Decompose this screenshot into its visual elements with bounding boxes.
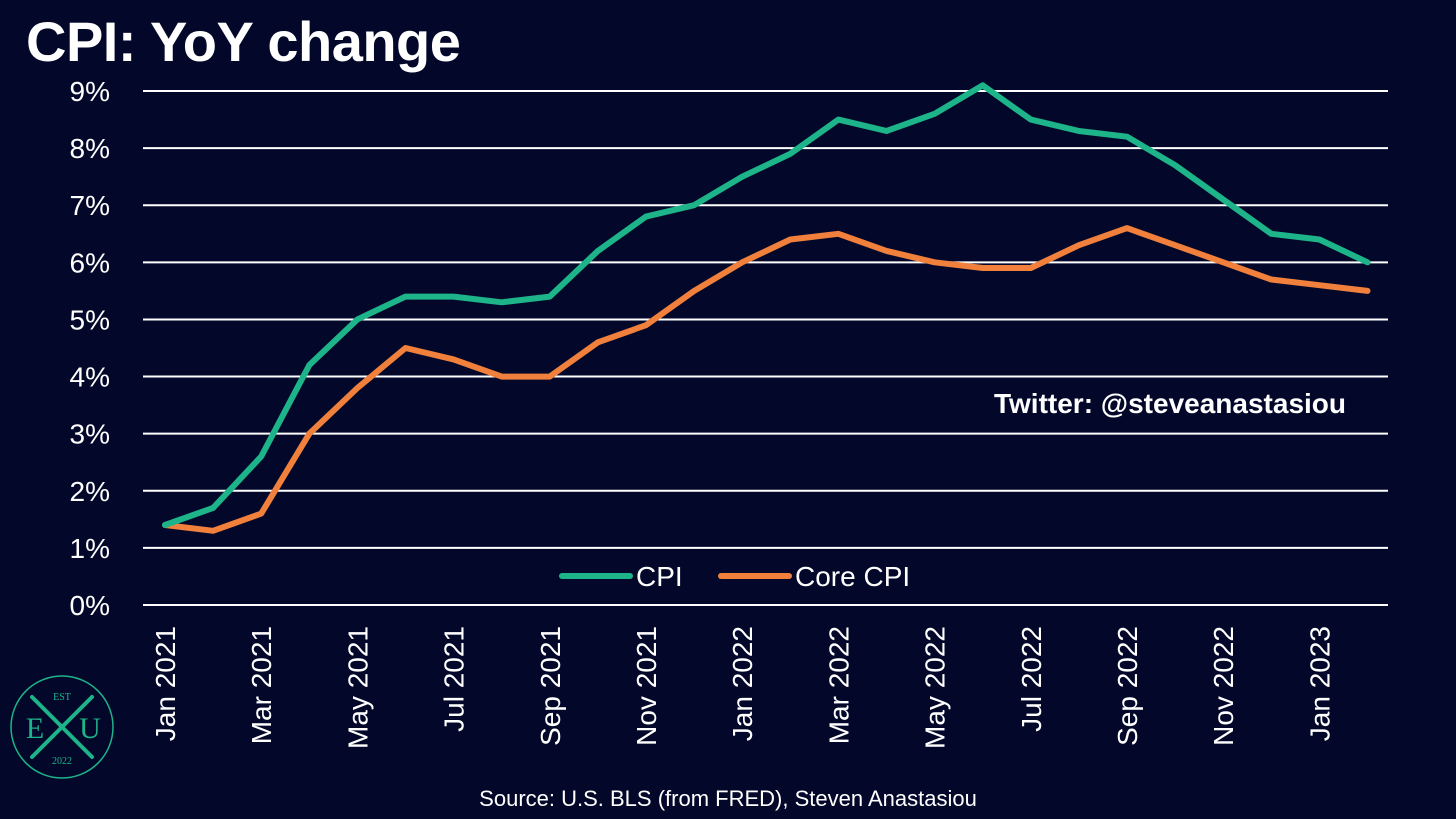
- y-tick-label: 5%: [70, 304, 110, 335]
- y-tick-label: 6%: [70, 247, 110, 278]
- chart-title: CPI: YoY change: [26, 10, 461, 73]
- logo-right-letter: U: [79, 712, 101, 745]
- x-tick-label: Jan 2022: [727, 626, 758, 741]
- x-tick-label: May 2021: [342, 626, 373, 749]
- x-tick-label: Mar 2021: [246, 626, 277, 744]
- y-axis-tick-labels: 0% 1% 2% 3% 4% 5% 6% 7% 8% 9%: [70, 76, 110, 621]
- x-tick-label: May 2022: [920, 626, 951, 749]
- twitter-handle-annotation: Twitter: @steveanastasiou: [994, 388, 1346, 419]
- series-line-core-cpi: [162, 225, 1371, 534]
- x-tick-label: Mar 2022: [823, 626, 854, 744]
- y-tick-label: 8%: [70, 133, 110, 164]
- logo-cross-stroke: [30, 695, 94, 759]
- y-tick-label: 2%: [70, 476, 110, 507]
- x-axis-tick-labels: Jan 2021 Mar 2021 May 2021 Jul 2021 Sep 2021…: [150, 626, 1335, 749]
- series-lines: [162, 82, 1371, 534]
- x-tick-label: Jan 2023: [1304, 626, 1335, 741]
- x-tick-label: Jul 2022: [1016, 626, 1047, 732]
- legend-label: Core CPI: [795, 561, 910, 592]
- x-tick-label: Jul 2021: [439, 626, 470, 732]
- legend-label: CPI: [636, 561, 683, 592]
- logo-ring: [10, 675, 114, 779]
- y-tick-label: 4%: [70, 362, 110, 393]
- y-tick-label: 1%: [70, 533, 110, 564]
- x-tick-label: Sep 2022: [1112, 626, 1143, 746]
- y-tick-label: 9%: [70, 76, 110, 107]
- x-tick-label: Nov 2021: [631, 626, 662, 746]
- y-tick-label: 7%: [70, 190, 110, 221]
- source-note: Source: U.S. BLS (from FRED), Steven Ana…: [479, 786, 977, 811]
- legend: CPI Core CPI: [559, 561, 910, 592]
- logo-left-letter: E: [26, 712, 44, 745]
- series-line-cpi: [162, 82, 1371, 528]
- y-tick-label: 0%: [70, 590, 110, 621]
- logo-bottom-text: 2022: [52, 756, 72, 767]
- x-tick-label: Sep 2021: [535, 626, 566, 746]
- gridlines: [143, 90, 1388, 606]
- y-tick-label: 3%: [70, 419, 110, 450]
- logo-top-text: EST: [53, 692, 71, 703]
- x-tick-label: Nov 2022: [1208, 626, 1239, 746]
- x-tick-label: Jan 2021: [150, 626, 181, 741]
- exu-logo: EST E U 2022: [10, 675, 114, 779]
